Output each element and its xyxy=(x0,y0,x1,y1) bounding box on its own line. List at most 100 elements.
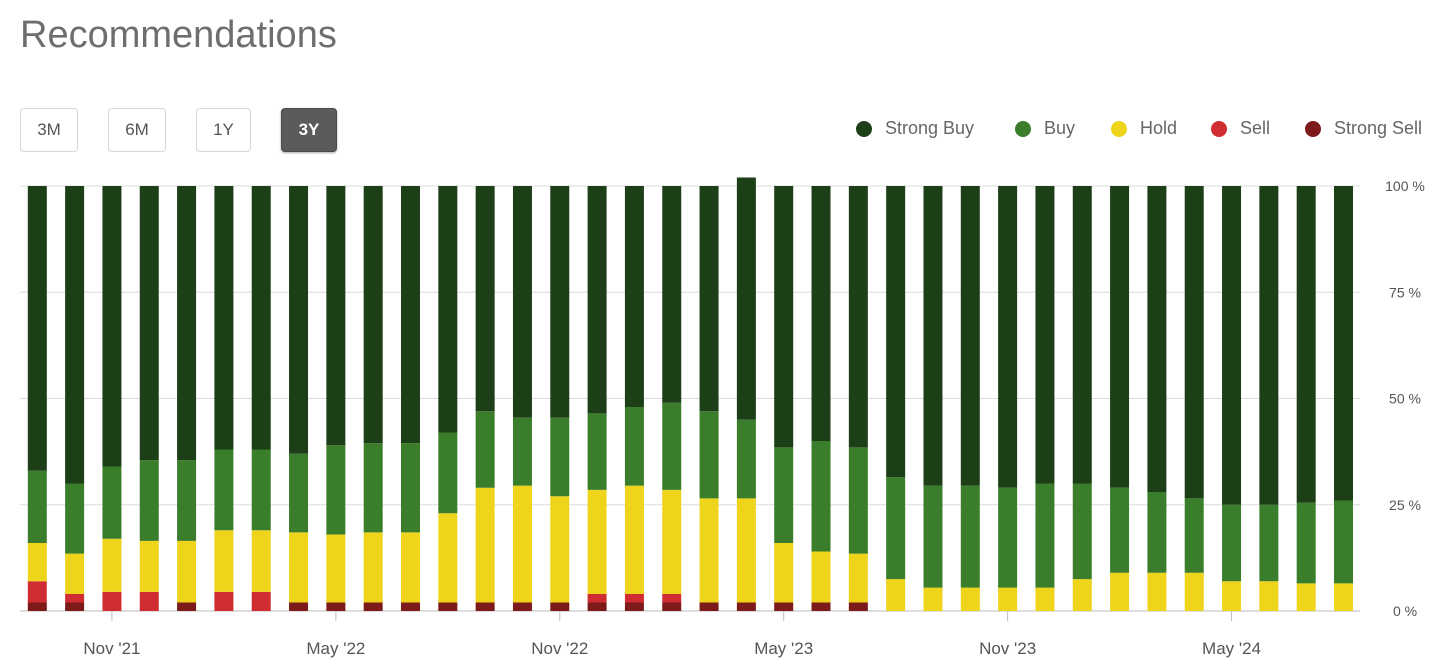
bar-segment xyxy=(65,186,85,484)
x-tick-label: May '24 xyxy=(1202,639,1261,658)
legend-item-hold[interactable]: Hold xyxy=(1111,118,1177,139)
bar-segment xyxy=(624,407,644,486)
bar-segment xyxy=(214,186,234,450)
bar-segment xyxy=(998,587,1018,611)
bar-segment xyxy=(401,532,420,603)
bar-segment xyxy=(624,186,644,407)
legend-item-strong-sell[interactable]: Strong Sell xyxy=(1305,118,1422,139)
bar-segment xyxy=(512,417,532,486)
bar-segment xyxy=(774,602,794,611)
y-tick-label: 100 % xyxy=(1385,178,1425,194)
x-tick-label: May '22 xyxy=(306,639,365,658)
bar-segment xyxy=(662,594,682,603)
bar-segment xyxy=(139,591,159,611)
bar-segment xyxy=(1147,186,1167,492)
bar-segment xyxy=(736,419,756,499)
bar-segment xyxy=(139,186,159,461)
bar-segment xyxy=(512,485,532,603)
bar-segment xyxy=(475,487,495,603)
range-button-3y[interactable]: 3Y xyxy=(281,108,337,152)
bar-segment xyxy=(923,587,943,611)
bar-segment xyxy=(736,177,756,420)
bar-segment xyxy=(960,485,980,588)
bar-segment xyxy=(662,602,682,611)
bar-segment xyxy=(1184,498,1204,573)
bar-segment xyxy=(251,449,271,531)
bar-segment xyxy=(475,411,495,488)
bar-segment xyxy=(886,477,906,580)
bar-segment xyxy=(1072,483,1092,580)
bar-segment xyxy=(736,602,756,611)
bar-segment xyxy=(438,513,458,603)
bar-segment xyxy=(1296,502,1316,584)
bar-segment xyxy=(998,487,1018,588)
x-tick-label: Nov '22 xyxy=(531,639,588,658)
bar-segment xyxy=(624,594,644,603)
bar-segment xyxy=(139,460,159,541)
bar-segment xyxy=(811,186,831,441)
bar-segment xyxy=(1334,500,1353,584)
bar-segment xyxy=(1259,186,1279,505)
range-button-1y[interactable]: 1Y xyxy=(196,108,251,152)
legend-item-strong-buy[interactable]: Strong Buy xyxy=(856,118,974,139)
bar-segment xyxy=(550,602,570,611)
x-tick-label: May '23 xyxy=(754,639,813,658)
bar-segment xyxy=(1110,572,1130,611)
bar-segment xyxy=(214,591,234,611)
bar-segment xyxy=(811,602,831,611)
bar-segment xyxy=(699,411,719,499)
bar-segment xyxy=(848,553,868,603)
bar-segment xyxy=(326,186,346,446)
bar-segment xyxy=(1222,186,1242,505)
bar-segment xyxy=(251,591,271,611)
bar-segment xyxy=(923,186,943,486)
bar-segment xyxy=(1072,186,1092,484)
bar-segment xyxy=(923,485,943,588)
legend-label-buy: Buy xyxy=(1044,118,1076,138)
bar-segment xyxy=(27,470,47,543)
bar-segment xyxy=(512,602,532,611)
legend-label-sell: Sell xyxy=(1240,118,1271,138)
bar-segment xyxy=(774,186,794,448)
bar-segment xyxy=(251,530,271,592)
legend-dot-buy xyxy=(1015,120,1031,137)
bar-segment xyxy=(1334,583,1353,611)
legend-label-strong-buy: Strong Buy xyxy=(885,118,975,138)
bar-segment xyxy=(65,594,85,603)
legend-item-sell[interactable]: Sell xyxy=(1211,118,1270,139)
bar-segment xyxy=(27,186,47,471)
bar-segment xyxy=(438,186,458,433)
bar-segment xyxy=(886,579,906,611)
y-tick-label: 0 % xyxy=(1393,603,1417,619)
bar-segment xyxy=(289,602,309,611)
bar-segment xyxy=(774,447,794,543)
bar-segment xyxy=(550,186,570,418)
bar-segment xyxy=(438,602,458,611)
bar-segment xyxy=(1147,572,1167,611)
bar-segment xyxy=(214,530,234,592)
bar-segment xyxy=(848,186,868,448)
range-button-3m[interactable]: 3M xyxy=(20,108,78,152)
bar-segment xyxy=(550,417,570,497)
bar-segment xyxy=(475,186,495,412)
bar-segment xyxy=(438,432,458,514)
bar-segment xyxy=(550,496,570,603)
bar-segment xyxy=(27,602,47,611)
range-button-6m[interactable]: 6M xyxy=(108,108,166,152)
legend-item-buy[interactable]: Buy xyxy=(1015,118,1075,139)
legend-dot-hold xyxy=(1111,120,1127,137)
y-tick-label: 25 % xyxy=(1389,497,1421,513)
bar-segment xyxy=(214,449,234,531)
bar-segment xyxy=(102,538,122,592)
bar-segment xyxy=(251,186,271,450)
bar-segment xyxy=(401,602,420,611)
y-tick-label: 75 % xyxy=(1389,284,1421,300)
bar-segment xyxy=(1184,186,1204,499)
bar-segment xyxy=(363,532,383,603)
bar-segment xyxy=(401,443,420,533)
legend-dot-sell xyxy=(1211,120,1227,137)
bar-segment xyxy=(177,186,197,461)
legend-dot-strong-sell xyxy=(1305,120,1321,137)
bar-segment xyxy=(1296,186,1316,503)
